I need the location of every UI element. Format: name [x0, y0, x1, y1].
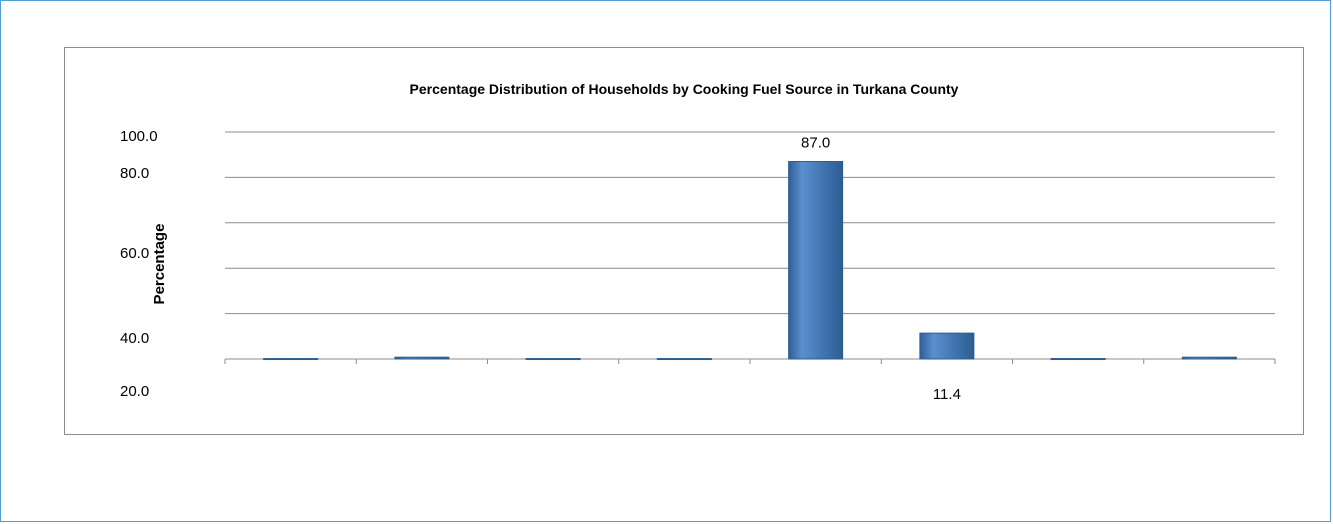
- bar-chart: Percentage Distribution of Households by…: [120, 81, 1276, 403]
- bar: [788, 161, 844, 360]
- gridlines: [224, 131, 1276, 364]
- bars: [263, 161, 1237, 361]
- y-axis-label: Percentage: [151, 224, 168, 305]
- bar: [656, 358, 712, 361]
- y-tick-label: 20.0: [120, 383, 149, 400]
- y-tick-label: 40.0: [120, 330, 149, 347]
- bar: [263, 358, 319, 361]
- chart-title: Percentage Distribution of Households by…: [410, 81, 959, 97]
- data-labels: 87.0 11.4: [801, 135, 961, 403]
- y-tick-label: 80.0: [120, 165, 149, 182]
- bar: [1181, 356, 1237, 360]
- y-axis-ticks: 100.0 80.0 60.0 40.0 20.0: [120, 128, 158, 400]
- data-label: 87.0: [801, 135, 830, 152]
- y-tick-label: 100.0: [120, 128, 158, 145]
- bar: [394, 356, 450, 360]
- bar: [525, 358, 581, 361]
- data-label: 11.4: [933, 386, 961, 403]
- bar: [1050, 358, 1106, 361]
- bar: [919, 332, 975, 360]
- chart-area: Percentage Distribution of Households by…: [64, 47, 1304, 435]
- y-tick-label: 60.0: [120, 245, 149, 262]
